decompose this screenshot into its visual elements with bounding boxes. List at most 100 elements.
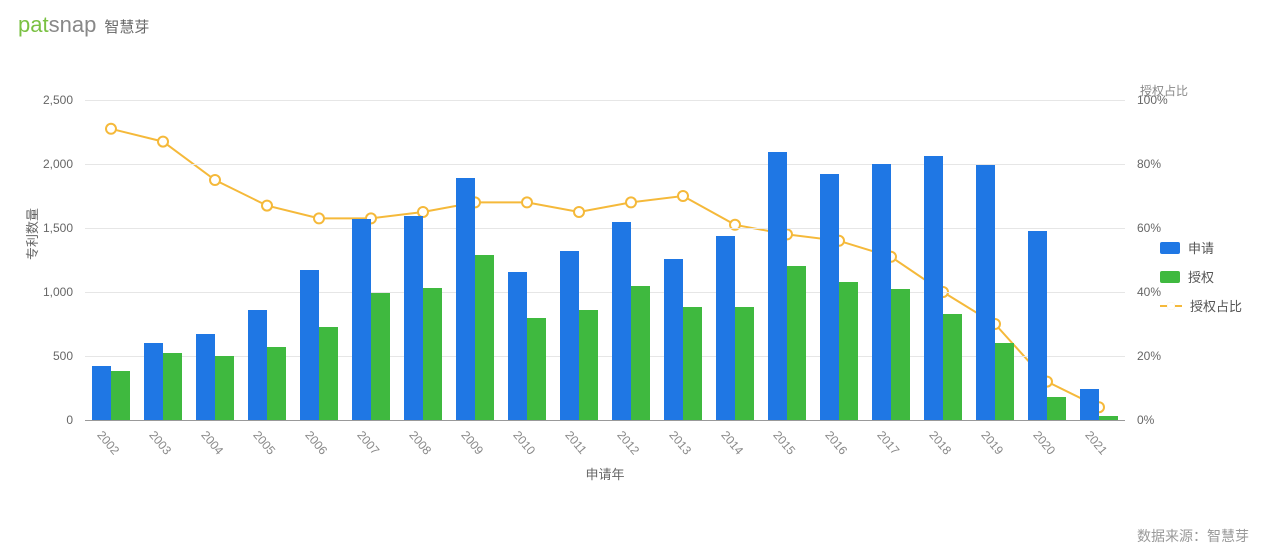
x-tick-label: 2006 (302, 428, 330, 457)
bar-grants (787, 266, 806, 420)
x-tick-label: 2008 (406, 428, 434, 457)
bar-applications (144, 343, 163, 420)
x-tick-label: 2020 (1030, 428, 1058, 457)
legend-swatch-grants (1160, 271, 1180, 283)
bar-applications (768, 152, 787, 420)
page: patsnap 智慧芽 专利数量 授权占比 申请年 05001,0001,500… (0, 0, 1267, 560)
brand-cn: 智慧芽 (104, 16, 149, 37)
bar-applications (508, 272, 527, 420)
bar-grants (683, 307, 702, 420)
bar-grants (839, 282, 858, 420)
chart-plot-area: 申请年 05001,0001,5002,0002,5000%20%40%60%8… (85, 100, 1125, 420)
y-right-tick: 40% (1137, 285, 1161, 299)
legend-label-applications: 申请 (1188, 238, 1214, 257)
grant-ratio-line (85, 100, 1125, 420)
bar-applications (612, 222, 631, 420)
legend-swatch-applications (1160, 242, 1180, 254)
bar-grants (735, 307, 754, 420)
bar-grants (1099, 416, 1118, 420)
bar-applications (1080, 389, 1099, 420)
y-left-tick: 1,000 (43, 285, 73, 299)
bar-applications (664, 259, 683, 420)
grid-line (85, 228, 1125, 229)
x-tick-label: 2005 (250, 428, 278, 457)
x-tick-label: 2015 (770, 428, 798, 457)
grant-ratio-marker (210, 175, 220, 185)
grant-ratio-marker (106, 124, 116, 134)
y-right-tick: 60% (1137, 221, 1161, 235)
bar-applications (560, 251, 579, 420)
x-axis-line (85, 420, 1125, 421)
grid-line (85, 356, 1125, 357)
y-left-tick: 1,500 (43, 221, 73, 235)
bar-grants (891, 289, 910, 420)
legend-swatch-grant-ratio (1160, 301, 1182, 311)
brand-logo-part1: pat (18, 12, 49, 37)
y-left-tick: 2,500 (43, 93, 73, 107)
x-tick-label: 2014 (718, 428, 746, 457)
bar-applications (1028, 231, 1047, 420)
bar-applications (300, 270, 319, 420)
bar-applications (352, 219, 371, 420)
bar-applications (196, 334, 215, 420)
bar-grants (111, 371, 130, 420)
y-right-tick: 0% (1137, 413, 1154, 427)
grid-line (85, 292, 1125, 293)
bar-applications (820, 174, 839, 420)
x-tick-label: 2010 (510, 428, 538, 457)
brand-logo: patsnap (18, 12, 96, 38)
legend-item-grants: 授权 (1160, 267, 1242, 286)
x-tick-label: 2012 (614, 428, 642, 457)
bar-applications (716, 236, 735, 420)
bar-grants (475, 255, 494, 420)
x-tick-label: 2016 (822, 428, 850, 457)
grant-ratio-marker (314, 213, 324, 223)
bar-applications (924, 156, 943, 420)
x-tick-label: 2011 (562, 428, 589, 457)
x-tick-label: 2013 (666, 428, 694, 457)
y-left-tick: 500 (53, 349, 73, 363)
bar-grants (631, 286, 650, 420)
grant-ratio-marker (262, 201, 272, 211)
bar-grants (527, 318, 546, 420)
x-tick-label: 2009 (458, 428, 486, 457)
legend-item-applications: 申请 (1160, 238, 1242, 257)
legend: 申请 授权 授权占比 (1160, 238, 1242, 315)
bar-applications (976, 165, 995, 420)
data-source: 数据来源：智慧芽 (1137, 526, 1249, 546)
bar-applications (92, 366, 111, 420)
bar-grants (995, 343, 1014, 420)
grant-ratio-marker (678, 191, 688, 201)
bar-grants (1047, 397, 1066, 420)
bar-grants (371, 293, 390, 420)
legend-label-grant-ratio: 授权占比 (1190, 296, 1242, 315)
bar-applications (404, 216, 423, 420)
x-tick-label: 2019 (978, 428, 1006, 457)
y-right-tick: 100% (1137, 93, 1168, 107)
bar-grants (319, 327, 338, 420)
bar-grants (267, 347, 286, 420)
x-tick-label: 2017 (874, 428, 902, 457)
x-tick-label: 2002 (94, 428, 122, 457)
legend-item-grant-ratio: 授权占比 (1160, 296, 1242, 315)
y-right-tick: 20% (1137, 349, 1161, 363)
x-tick-label: 2018 (926, 428, 954, 457)
brand-logo-part2: snap (49, 12, 97, 37)
y-right-tick: 80% (1137, 157, 1161, 171)
brand: patsnap 智慧芽 (18, 12, 149, 38)
x-tick-label: 2021 (1082, 428, 1110, 457)
x-axis-label: 申请年 (585, 464, 624, 483)
bar-grants (163, 353, 182, 420)
grant-ratio-marker (626, 197, 636, 207)
bar-applications (248, 310, 267, 420)
bar-grants (423, 288, 442, 420)
bar-grants (943, 314, 962, 420)
grid-line (85, 100, 1125, 101)
bar-grants (579, 310, 598, 420)
grid-line (85, 164, 1125, 165)
y-left-tick: 2,000 (43, 157, 73, 171)
bar-applications (872, 164, 891, 420)
y-left-tick: 0 (66, 413, 73, 427)
y-left-axis-label: 专利数量 (22, 208, 41, 260)
grant-ratio-marker (158, 137, 168, 147)
